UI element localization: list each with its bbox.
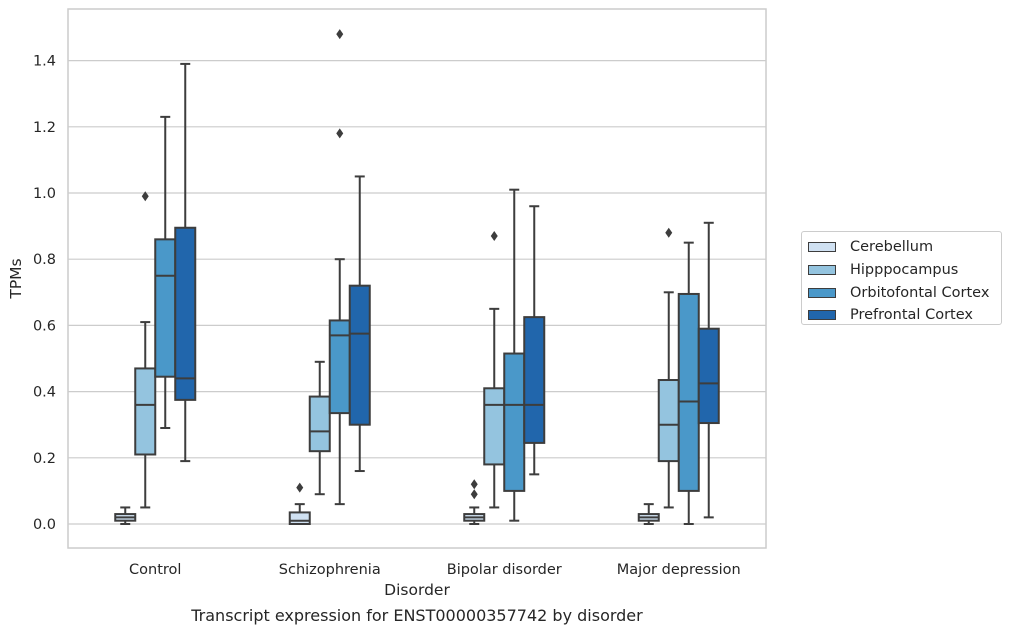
legend-label: Prefrontal Cortex xyxy=(850,307,973,324)
outlier-point xyxy=(336,29,344,40)
box-prefrontal-cortex-2 xyxy=(523,205,546,476)
x-axis-label: Disorder xyxy=(384,581,450,599)
box-iqr xyxy=(677,292,700,492)
box-iqr xyxy=(348,284,371,426)
box-orbitofontal-cortex-1 xyxy=(328,29,351,506)
y-tick-label: 0.6 xyxy=(33,318,56,334)
y-tick-label: 1.2 xyxy=(33,120,56,136)
box-iqr xyxy=(154,238,177,378)
box-hipppocampus-2 xyxy=(483,231,506,509)
box-prefrontal-cortex-0 xyxy=(174,62,197,463)
box-cerebellum-3 xyxy=(637,503,660,525)
x-tick-label: Schizophrenia xyxy=(279,562,381,578)
y-tick-label: 0.4 xyxy=(33,385,56,401)
outlier-point xyxy=(296,482,304,493)
legend-label: Cerebellum xyxy=(850,239,934,256)
outlier-point xyxy=(470,489,478,500)
outlier-point xyxy=(665,227,673,238)
box-groups xyxy=(114,29,720,525)
legend-label: Hipppocampus xyxy=(850,262,959,279)
box-iqr xyxy=(134,367,157,456)
y-tick-label: 0.2 xyxy=(33,451,56,467)
box-cerebellum-1 xyxy=(288,482,311,525)
figure-caption: Transcript expression for ENST0000035774… xyxy=(191,606,643,625)
box-hipppocampus-3 xyxy=(657,227,680,509)
box-orbitofontal-cortex-3 xyxy=(677,241,700,525)
box-iqr xyxy=(308,395,331,453)
box-cerebellum-2 xyxy=(463,479,486,525)
y-tick-label: 1.4 xyxy=(33,54,56,70)
y-tick-label: 0.8 xyxy=(33,252,56,268)
y-tick-label: 0.0 xyxy=(33,517,56,533)
box-iqr xyxy=(503,352,526,492)
box-iqr xyxy=(697,327,720,425)
outlier-point xyxy=(470,479,478,490)
box-orbitofontal-cortex-2 xyxy=(503,188,526,522)
box-iqr xyxy=(483,387,506,466)
legend-item: Cerebellum xyxy=(808,236,1001,259)
outlier-point xyxy=(336,128,344,139)
legend-item: Hipppocampus xyxy=(808,259,1001,282)
legend: Cerebellum Hipppocampus Orbitofontal Corte… xyxy=(801,231,1002,325)
legend-swatch xyxy=(808,242,836,253)
box-iqr xyxy=(657,379,680,463)
legend-swatch xyxy=(808,265,836,276)
y-tick-label: 1.0 xyxy=(33,186,56,202)
plot-frame xyxy=(67,8,767,549)
legend-label: Orbitofontal Cortex xyxy=(850,284,990,301)
box-prefrontal-cortex-1 xyxy=(348,175,371,473)
x-tick-label: Major depression xyxy=(617,562,741,578)
box-iqr xyxy=(523,316,546,444)
box-orbitofontal-cortex-0 xyxy=(154,115,177,430)
legend-swatch xyxy=(808,310,836,321)
x-tick-label: Control xyxy=(129,562,181,578)
legend-item: Orbitofontal Cortex xyxy=(808,281,1001,304)
box-cerebellum-0 xyxy=(114,506,137,525)
legend-item: Prefrontal Cortex xyxy=(808,304,1001,327)
box-iqr xyxy=(288,511,311,525)
x-tick-labels: Control Schizophrenia Bipolar disorder Majo… xyxy=(129,562,741,578)
y-axis-label: TPMs xyxy=(7,258,25,299)
box-hipppocampus-0 xyxy=(134,191,157,509)
box-prefrontal-cortex-3 xyxy=(697,221,720,519)
box-iqr xyxy=(174,226,197,401)
box-hipppocampus-1 xyxy=(308,360,331,496)
legend-swatch xyxy=(808,287,836,298)
outlier-point xyxy=(490,231,498,242)
x-tick-label: Bipolar disorder xyxy=(447,562,562,578)
y-tick-labels: 0.0 0.2 0.4 0.6 0.8 1.0 1.2 1.4 xyxy=(33,54,56,533)
outlier-point xyxy=(141,191,149,202)
